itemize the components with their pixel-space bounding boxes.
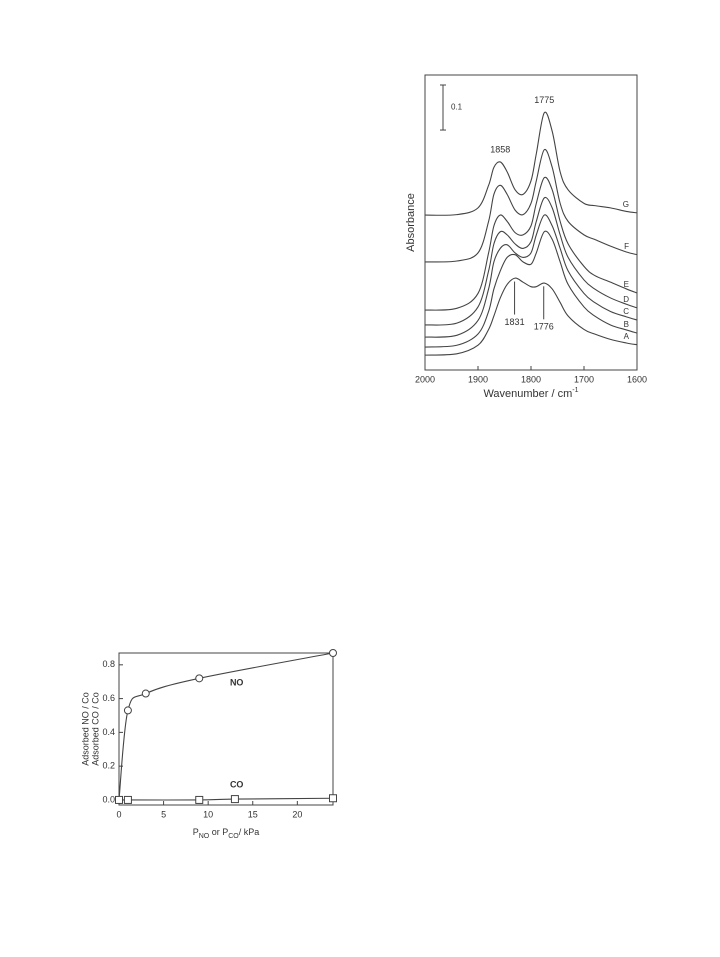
x-tick-label: 1900 bbox=[468, 374, 488, 384]
y-tick-label: 0.6 bbox=[102, 693, 115, 703]
data-point bbox=[195, 795, 204, 804]
y-axis-label: Adsorbed CO / Co bbox=[90, 692, 100, 766]
spectrum-line bbox=[424, 277, 638, 356]
peak-label: 1858 bbox=[490, 144, 510, 154]
peak-label: 1831 bbox=[505, 317, 525, 327]
x-axis-label-part: / kPa bbox=[239, 827, 260, 837]
x-axis-label-part: NO bbox=[199, 833, 210, 840]
y-axis-label: Adsorbed NO / Co bbox=[80, 692, 90, 766]
series-label: A bbox=[624, 332, 630, 341]
data-point bbox=[195, 674, 204, 683]
y-tick-label: 0.4 bbox=[102, 727, 115, 737]
spectrum-line bbox=[424, 148, 638, 263]
x-tick-label: 5 bbox=[161, 809, 166, 819]
peak-label: 1775 bbox=[534, 95, 554, 105]
scale-bar-label: 0.1 bbox=[451, 103, 463, 112]
x-axis-label-part: Wavenumber / cm bbox=[483, 388, 572, 400]
x-axis-label-part: CO bbox=[228, 833, 239, 840]
peak-label: 1776 bbox=[534, 322, 554, 332]
data-point bbox=[141, 689, 150, 698]
x-axis-label-part: or P bbox=[209, 827, 228, 837]
fit-line bbox=[118, 652, 334, 800]
x-axis-label: Wavenumber / cm-1 bbox=[483, 387, 578, 400]
x-tick-label: 10 bbox=[203, 809, 213, 819]
y-axis-label: Absorbance bbox=[405, 193, 417, 252]
fit-line bbox=[118, 797, 334, 801]
spectrum-line bbox=[424, 111, 638, 216]
spectrum-line bbox=[424, 196, 638, 326]
data-point bbox=[123, 706, 132, 715]
x-tick-label: 0 bbox=[116, 809, 121, 819]
y-tick-label: 0.0 bbox=[102, 794, 115, 804]
series-label: B bbox=[624, 320, 629, 329]
data-point bbox=[230, 795, 239, 804]
series-label: C bbox=[623, 307, 629, 316]
series-label: G bbox=[623, 200, 629, 209]
x-tick-label: 1600 bbox=[627, 374, 647, 384]
data-point bbox=[123, 795, 132, 804]
x-tick-label: 1700 bbox=[574, 374, 594, 384]
series-label: D bbox=[623, 295, 629, 304]
data-point bbox=[329, 649, 337, 657]
y-tick-label: 0.2 bbox=[102, 761, 115, 771]
y-tick-label: 0.8 bbox=[102, 659, 115, 669]
spectrum-line bbox=[424, 214, 638, 338]
plot-frame bbox=[424, 74, 638, 371]
series-label: CO bbox=[230, 780, 244, 790]
x-axis-label-part: P bbox=[193, 827, 199, 837]
x-tick-label: 1800 bbox=[521, 374, 541, 384]
x-axis-label-part: -1 bbox=[572, 387, 578, 394]
spectrum-line bbox=[424, 176, 638, 311]
spectrum-line bbox=[424, 230, 638, 348]
series-label: NO bbox=[230, 677, 244, 687]
data-point bbox=[329, 794, 337, 803]
x-tick-label: 2000 bbox=[415, 374, 435, 384]
x-axis-label: PNO or PCO/ kPa bbox=[193, 827, 260, 840]
series-label: E bbox=[624, 280, 629, 289]
x-tick-label: 15 bbox=[248, 809, 258, 819]
series-label: F bbox=[624, 242, 629, 251]
x-tick-label: 20 bbox=[292, 809, 302, 819]
plot-frame bbox=[118, 652, 334, 806]
data-point bbox=[115, 795, 123, 804]
